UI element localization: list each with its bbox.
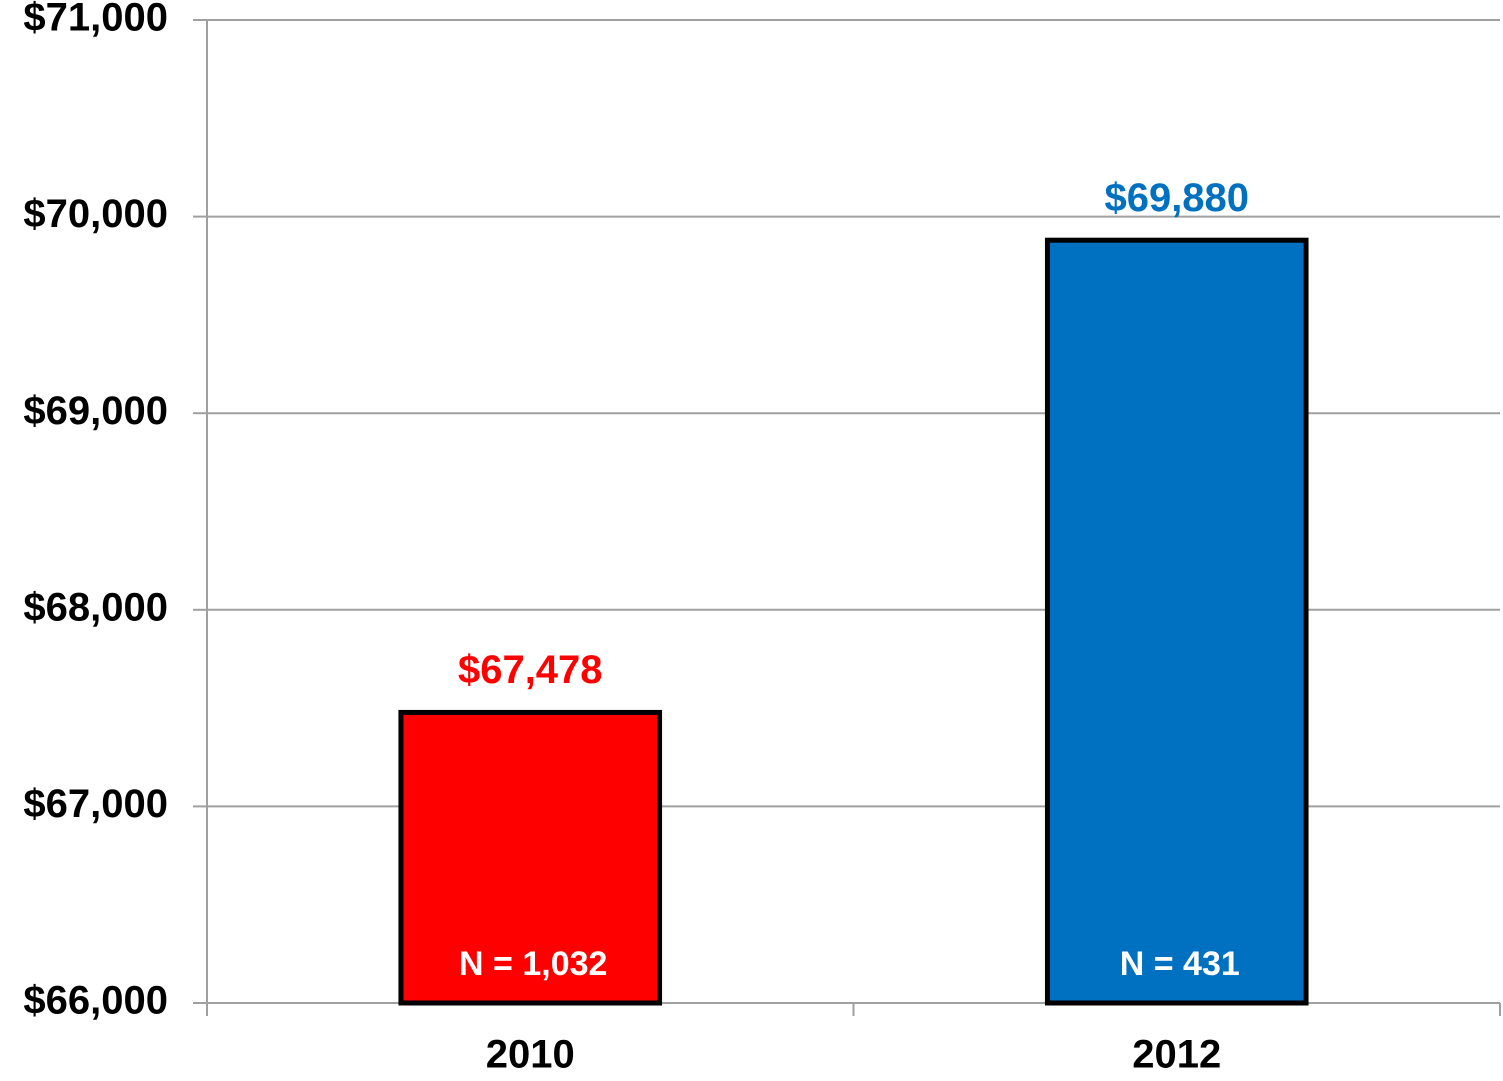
bar xyxy=(1044,237,1309,1006)
y-tick-label: $66,000 xyxy=(23,979,168,1023)
value-label: $69,880 xyxy=(1104,176,1249,220)
y-tick-label: $69,000 xyxy=(23,389,168,433)
x-tick-label: 2012 xyxy=(1132,1033,1221,1077)
bar xyxy=(398,709,663,1006)
annotation: N = 1,032 xyxy=(459,945,607,983)
y-tick-label: $70,000 xyxy=(23,192,168,236)
value-label: $67,478 xyxy=(458,648,603,692)
y-tick-label: $71,000 xyxy=(23,0,168,40)
y-tick-label: $67,000 xyxy=(23,782,168,826)
annotation: N = 431 xyxy=(1120,945,1240,983)
x-tick-label: 2010 xyxy=(486,1033,575,1077)
y-tick-label: $68,000 xyxy=(23,585,168,629)
